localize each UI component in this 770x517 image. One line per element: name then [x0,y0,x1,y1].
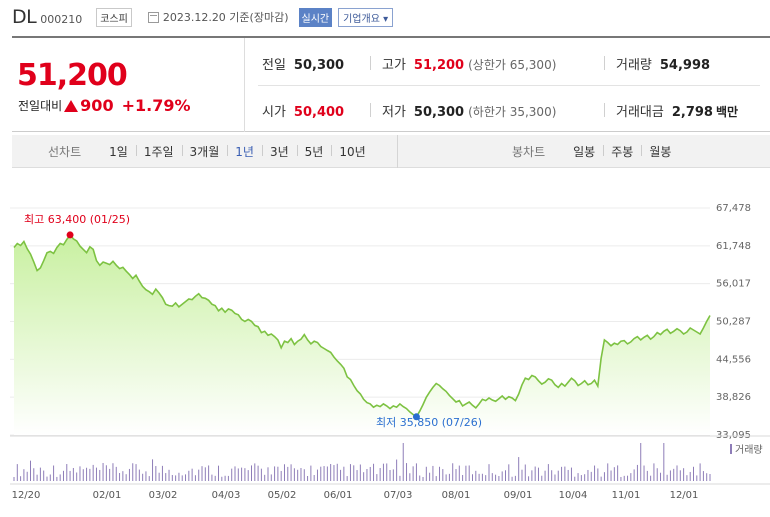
tab-10year[interactable]: 10년 [331,143,373,160]
open-value: 50,400 [293,105,345,120]
high-value: 51,200 [413,58,465,73]
tab-3year[interactable]: 3년 [261,143,297,160]
tabs-divider [397,135,398,168]
volume-legend-swatch [730,444,732,454]
tab-weekly-candle[interactable]: 주봉 [603,143,641,160]
change-percent: +1.79% [121,96,191,115]
x-tick-label: 10/04 [559,490,588,501]
change-label: 전일대비 [18,99,63,113]
x-tick-label: 05/02 [268,490,297,501]
line-chart-tabs: 선차트 1일 1주일 3개월 1년 3년 5년 10년 [48,135,374,168]
market-badge: 코스피 [96,7,132,27]
stock-name: DL [12,6,37,28]
stat-divider [604,56,605,70]
price-line [13,233,711,418]
x-tick-label: 06/01 [324,490,353,501]
x-tick-label: 09/01 [504,490,533,501]
tab-1year[interactable]: 1년 [227,143,262,160]
high-stat: 고가 51,200 (상한가 65,300) [382,54,556,73]
tab-5year[interactable]: 5년 [296,143,332,160]
amount-value: 2,798 [671,105,713,120]
date-label: 2023.12.20 기준(장마감) [162,11,289,24]
low-marker [412,413,420,421]
summary-divider [244,38,245,132]
y-tick-label: 38,826 [716,392,751,403]
tab-1day[interactable]: 1일 [109,145,128,159]
x-tick-label: 12/20 [12,490,41,501]
low-label: 저가 [382,105,406,120]
y-tick-label: 61,748 [716,241,751,252]
x-tick-label: 02/01 [93,490,122,501]
high-label: 고가 [382,58,406,73]
y-tick-label: 56,017 [716,279,751,290]
candle-chart-tabs: 봉차트 일봉 주봉 월봉 [512,135,679,168]
y-tick-label: 44,556 [716,354,751,365]
x-tick-label: 08/01 [442,490,471,501]
upper-limit: (상한가 65,300) [468,58,557,72]
change-amount: 900 [80,96,114,115]
candle-chart-label: 봉차트 [512,145,546,159]
current-price-box: 51,200 전일대비 900 +1.79% [12,38,244,132]
open-label: 시가 [262,105,286,120]
prev-close-value: 50,300 [293,58,345,73]
prev-close-stat: 전일 50,300 [262,54,344,73]
low-stat: 저가 50,300 (하한가 35,300) [382,101,556,120]
volume-label: 거래량 [616,58,652,73]
x-tick-label: 03/02 [149,490,178,501]
amount-label: 거래대금 [616,105,664,120]
stat-divider [604,103,605,117]
x-tick-label: 07/03 [384,490,413,501]
high-marker [66,231,74,239]
y-tick-label: 50,287 [716,316,751,327]
x-tick-label: 04/03 [212,490,241,501]
stat-divider [370,103,371,117]
price-summary: 51,200 전일대비 900 +1.79% 전일 50,300 시가 50,400… [12,36,770,132]
open-stat: 시가 50,400 [262,101,344,120]
low-value: 50,300 [413,105,465,120]
calendar-icon [147,11,159,23]
tab-1week[interactable]: 1주일 [135,143,182,160]
low-annotation: 최저 35,850 (07/26) [376,416,482,429]
lower-limit: (하한가 35,300) [468,105,557,119]
summary-row-divider [258,85,760,86]
volume-value: 54,998 [659,58,711,73]
line-chart-label: 선차트 [48,145,82,159]
price-area [14,234,710,435]
stat-divider [370,56,371,70]
company-info-dropdown[interactable]: 기업개요 ▾ [338,7,394,27]
x-tick-label: 11/01 [612,490,641,501]
high-annotation: 최고 63,400 (01/25) [24,213,130,226]
amount-unit: 백만 [715,105,739,119]
stock-code: 000210 [40,13,83,26]
y-tick-label: 67,478 [716,203,751,214]
amount-stat: 거래대금 2,798 백만 [616,101,738,120]
x-tick-label: 12/01 [670,490,699,501]
tab-3month[interactable]: 3개월 [181,143,228,160]
up-triangle-icon [64,99,79,112]
tab-monthly-candle[interactable]: 월봉 [641,143,679,160]
volume-legend-label: 거래량 [735,444,763,456]
stock-header: DL 000210 코스피 2023.12.20 기준(장마감) 실시간 기업개… [12,6,394,28]
price-chart: 67,47861,74856,01750,28744,55638,82633,0… [10,203,770,501]
volume-stat: 거래량 54,998 [616,54,710,73]
prev-close-label: 전일 [262,58,286,73]
chart-tabs: 선차트 1일 1주일 3개월 1년 3년 5년 10년 봉차트 일봉 주봉 월봉 [12,135,770,168]
change-row: 전일대비 900 +1.79% [18,96,191,115]
tab-daily-candle[interactable]: 일봉 [573,145,596,159]
realtime-button[interactable]: 실시간 [298,7,333,27]
current-price: 51,200 [17,58,128,93]
